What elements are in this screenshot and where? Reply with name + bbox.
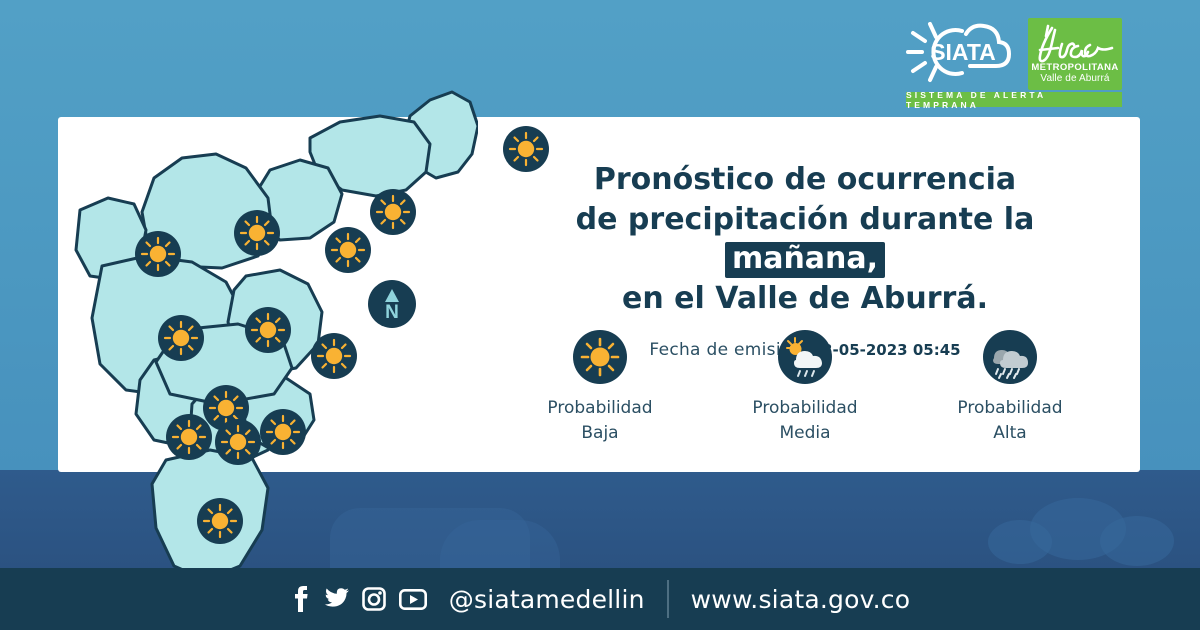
legend-baja-line1: Probabilidad <box>547 398 653 418</box>
headline-panel: Pronóstico de ocurrencia de precipitació… <box>500 160 1110 360</box>
decorative-cloud-icon <box>330 508 530 570</box>
map-marker-baja <box>135 231 181 277</box>
title-line-1: Pronóstico de ocurrencia <box>593 162 1017 197</box>
siata-wordmark: SIATA <box>930 39 996 65</box>
footer-bar: @siatamedellin www.siata.gov.co <box>0 568 1200 630</box>
period-highlight: mañana, <box>724 242 886 278</box>
brand-logos: SIATA METROPOLITANA Valle de Aburrá <box>900 18 1122 110</box>
website-link[interactable]: www.siata.gov.co <box>690 584 911 614</box>
title-line-3: en el Valle de Aburrá. <box>622 280 988 316</box>
map-marker-baja <box>215 419 261 465</box>
social-links <box>290 586 427 612</box>
footer-divider <box>666 580 669 618</box>
area-logo-line2: Valle de Aburrá <box>1040 73 1110 84</box>
social-handle[interactable]: @siatamedellin <box>448 584 645 614</box>
siata-logo: SIATA <box>900 18 1022 86</box>
cloud-rain-icon <box>983 330 1037 384</box>
legend-alta-line2: Alta <box>993 422 1027 443</box>
facebook-icon[interactable] <box>290 586 310 612</box>
map-marker-baja <box>370 189 416 235</box>
legend-media-line2: Media <box>779 422 831 443</box>
legend-label-baja: Probabilidad Baja <box>547 396 652 445</box>
legend-label-alta: Probabilidad Alta <box>957 396 1062 445</box>
legend-media-line1: Probabilidad <box>752 398 858 418</box>
legend-alta-line1: Probabilidad <box>957 398 1063 418</box>
tagline-banner: SISTEMA DE ALERTA TEMPRANA <box>906 90 1122 110</box>
instagram-icon[interactable] <box>361 587 386 611</box>
area-metropolitana-logo: METROPOLITANA Valle de Aburrá <box>1028 18 1122 90</box>
area-script-icon <box>1028 18 1122 66</box>
legend-label-media: Probabilidad Media <box>752 396 857 445</box>
area-logo-line1: METROPOLITANA <box>1031 62 1119 73</box>
map-marker-baja <box>325 227 371 273</box>
youtube-icon[interactable] <box>398 588 427 610</box>
sun-cloud-rain-icon <box>778 330 832 384</box>
map-marker-baja <box>503 126 549 172</box>
legend-item-baja: Probabilidad Baja <box>510 330 690 445</box>
page-title: Pronóstico de ocurrencia de precipitació… <box>500 160 1110 318</box>
map-marker-baja <box>166 414 212 460</box>
decorative-cloud-icon <box>440 520 560 570</box>
map-marker-baja <box>311 333 357 379</box>
map-marker-baja <box>260 409 306 455</box>
title-line-2: de precipitación durante la mañana, <box>500 200 1110 279</box>
legend-baja-line2: Baja <box>581 422 619 443</box>
twitter-icon[interactable] <box>323 587 349 611</box>
probability-legend: Probabilidad Baja <box>500 330 1110 445</box>
map-marker-baja <box>158 315 204 361</box>
issue-date-label: Fecha de emisión: <box>649 340 809 361</box>
compass-rose: N <box>368 280 416 328</box>
map-marker-baja <box>197 498 243 544</box>
map-marker-baja <box>234 210 280 256</box>
issue-date-row: Fecha de emisión: 03-05-2023 05:45 <box>500 340 1110 360</box>
decorative-cloud-icon <box>1100 516 1174 566</box>
compass-north-label: N <box>385 302 399 323</box>
legend-item-media: Probabilidad Media <box>715 330 895 445</box>
valle-de-aburra-map: N <box>58 30 549 590</box>
map-marker-baja <box>245 307 291 353</box>
legend-item-alta: Probabilidad Alta <box>920 330 1100 445</box>
issue-date-value: 03-05-2023 05:45 <box>811 341 961 360</box>
north-arrow-icon <box>385 289 399 302</box>
title-line-2-text: de precipitación durante la <box>575 201 1035 237</box>
sun-icon <box>573 330 627 384</box>
